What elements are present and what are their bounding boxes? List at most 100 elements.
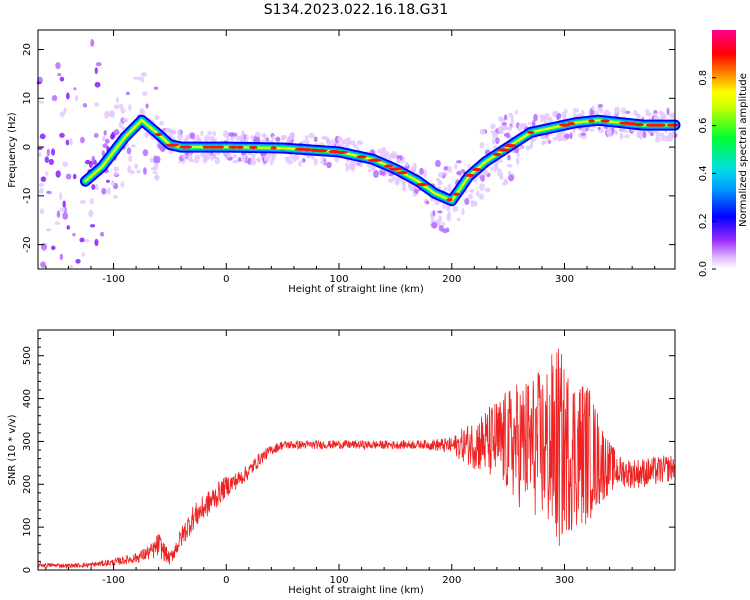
- spectrogram-noise-speckle: [324, 136, 330, 141]
- spectrogram-noise-speckle: [56, 210, 61, 218]
- spectrogram-noise-speckle: [65, 173, 72, 180]
- spectrogram-noise-speckle: [102, 143, 108, 149]
- snr-x-tick-label: 300: [555, 575, 574, 586]
- spectrogram-noise-speckle: [68, 264, 74, 269]
- spectrogram-noise-speckle: [443, 186, 448, 193]
- spectrogram-noise-speckle: [62, 200, 66, 208]
- spectrogram-noise-speckle: [122, 117, 129, 123]
- spectrogram-noise-speckle: [44, 170, 49, 176]
- spectrogram-noise-speckle: [539, 114, 546, 118]
- spectrogram-noise-speckle: [39, 188, 44, 195]
- spectrogram-noise-speckle: [74, 95, 79, 102]
- spectrogram-noise-speckle: [89, 224, 96, 228]
- spectrogram-noise-speckle: [619, 132, 624, 140]
- spectrogram-noise-speckle: [569, 132, 573, 140]
- spectrogram-noise-speckle: [479, 183, 485, 191]
- spectrogram-noise-speckle: [118, 121, 123, 129]
- spectrogram-noise-speckle: [120, 108, 126, 114]
- spectrogram-noise-speckle: [620, 107, 627, 115]
- spectrogram-hotspot: [446, 198, 453, 202]
- spectrogram-noise-speckle: [72, 233, 76, 237]
- spectrogram-noise-speckle: [37, 146, 43, 151]
- spectrogram-noise-speckle: [59, 192, 63, 201]
- spectrogram-noise-speckle: [497, 159, 504, 163]
- spectrogram-y-tick-label: 10: [22, 92, 33, 105]
- spectrogram-noise-speckle: [79, 200, 86, 204]
- spectrogram-noise-speckle: [251, 153, 256, 160]
- spectrogram-noise-speckle: [435, 177, 441, 182]
- spectrogram-noise-speckle: [145, 103, 149, 109]
- spectrogram-noise-speckle: [40, 176, 47, 182]
- spectrogram-noise-speckle: [432, 210, 436, 217]
- spectrogram-noise-speckle: [181, 153, 187, 159]
- spectrogram-noise-speckle: [55, 170, 61, 178]
- spectrogram-noise-speckle: [557, 132, 561, 138]
- spectrogram-hotspot: [492, 152, 501, 156]
- spectrogram-noise-speckle: [104, 138, 110, 144]
- spectrogram-noise-speckle: [267, 152, 274, 159]
- spectrogram-hotspot: [600, 119, 610, 123]
- spectrogram-noise-speckle: [491, 138, 496, 145]
- spectrogram-noise-speckle: [508, 174, 515, 182]
- spectrogram-noise-speckle: [142, 149, 149, 157]
- spectrogram-noise-speckle: [231, 132, 238, 137]
- spectrogram-noise-speckle: [62, 211, 69, 220]
- spectrogram-noise-speckle: [255, 131, 261, 139]
- spectrogram-noise-speckle: [265, 137, 269, 142]
- spectrogram-noise-speckle: [255, 157, 261, 162]
- spectrogram-noise-speckle: [104, 110, 109, 119]
- spectrogram-noise-speckle: [425, 200, 430, 205]
- spectrogram-noise-speckle: [591, 105, 595, 111]
- spectrogram-x-tick-label: -100: [102, 274, 125, 285]
- spectrogram-noise-speckle: [68, 138, 73, 146]
- spectrogram-hotspot: [270, 146, 277, 150]
- spectrogram-noise-speckle: [95, 62, 102, 67]
- spectrogram-noise-speckle: [94, 238, 99, 247]
- spectrogram-noise-speckle: [101, 187, 107, 195]
- spectrogram-noise-speckle: [84, 159, 91, 165]
- spectrogram-noise-speckle: [193, 156, 200, 164]
- spectrogram-noise-speckle: [344, 162, 349, 167]
- spectrogram-noise-speckle: [301, 158, 306, 163]
- spectrogram-noise-speckle: [467, 164, 471, 169]
- spectrogram-noise-speckle: [44, 156, 49, 164]
- spectrogram-noise-speckle: [441, 222, 445, 226]
- spectrogram-noise-speckle: [445, 205, 451, 212]
- snr-x-tick-label: 200: [442, 575, 461, 586]
- spectrogram-noise-speckle: [142, 167, 147, 175]
- spectrogram-noise-speckle: [495, 137, 500, 145]
- spectrogram-noise-speckle: [308, 132, 315, 139]
- spectrogram-noise-speckle: [65, 139, 70, 146]
- spectrogram-noise-speckle: [552, 136, 558, 141]
- spectrogram-frame: [37, 29, 676, 270]
- spectrogram-y-tick-label: 20: [22, 43, 33, 56]
- spectrogram-noise-speckle: [422, 169, 427, 177]
- spectrogram-noise-speckle: [614, 129, 619, 136]
- colorbar-label: Normalized spectral amplitude: [738, 73, 749, 227]
- spectrogram-noise-speckle: [136, 169, 141, 174]
- spectrogram-noise-speckle: [110, 133, 115, 140]
- spectrogram-noise-speckle: [580, 132, 586, 136]
- spectrogram-noise-speckle: [235, 135, 241, 141]
- spectrogram-noise-speckle: [84, 239, 90, 243]
- spectrogram-x-tick-label: 100: [329, 274, 348, 285]
- spectrogram-y-tick-label: -20: [22, 236, 33, 252]
- spectrogram-noise-speckle: [62, 161, 69, 167]
- spectrogram-noise-speckle: [624, 134, 630, 139]
- spectrogram-noise-speckle: [589, 128, 595, 132]
- spectrogram-noise-speckle: [286, 136, 292, 143]
- spectrogram-noise-speckle: [289, 155, 294, 160]
- spectrogram-hotspot: [503, 143, 517, 148]
- spectrogram-noise-speckle: [82, 102, 88, 108]
- spectrogram-noise-speckle: [59, 253, 64, 261]
- spectrogram-noise-speckle: [103, 130, 107, 136]
- spectrogram-noise-speckle: [636, 113, 641, 121]
- spectrogram-noise-speckle: [226, 135, 230, 143]
- spectrogram-noise-speckle: [469, 188, 475, 193]
- spectrogram-noise-speckle: [129, 169, 135, 175]
- spectrogram-noise-speckle: [517, 124, 523, 132]
- spectrogram-noise-speckle: [661, 135, 667, 142]
- spectrogram-noise-speckle: [572, 108, 577, 114]
- spectrogram-noise-speckle: [46, 190, 52, 195]
- spectrogram-hotspot: [588, 119, 595, 123]
